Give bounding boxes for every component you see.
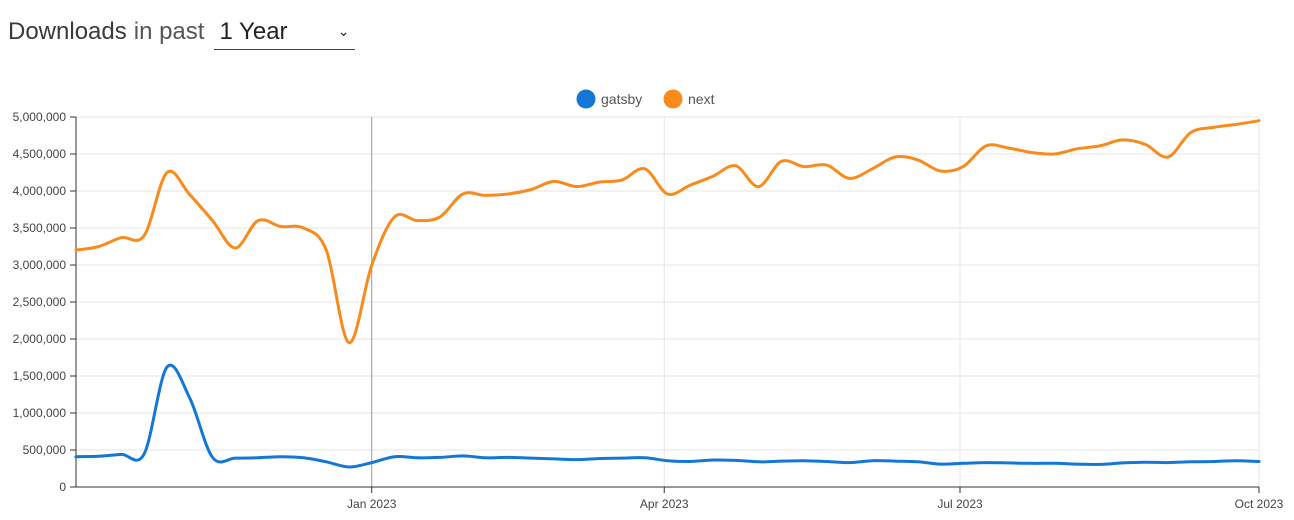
series-line-next: [74, 119, 1261, 345]
y-tick-label: 1,000,000: [13, 406, 67, 420]
legend-marker-next: [663, 89, 683, 109]
legend-marker-gatsby: [576, 89, 596, 109]
y-tick-label: 5,000,000: [13, 110, 67, 124]
legend-label-next: next: [688, 91, 715, 107]
y-tick-label: 2,500,000: [13, 295, 67, 309]
legend: gatsby next: [576, 89, 715, 109]
downloads-title: Downloads: [8, 18, 127, 45]
y-tick-label: 2,000,000: [13, 332, 67, 346]
y-tick-label: 500,000: [23, 443, 67, 457]
y-tick-label: 3,000,000: [13, 258, 67, 272]
period-select-value: 1 Year: [219, 17, 288, 45]
x-tick-label: Apr 2023: [640, 497, 689, 511]
series-line-gatsby: [74, 363, 1261, 469]
legend-label-gatsby: gatsby: [601, 91, 642, 107]
x-tick-label: Jan 2023: [347, 497, 397, 511]
series-lines: [74, 119, 1261, 469]
downloads-header: Downloads in past 1 Year ⌄: [8, 12, 356, 52]
chevron-down-icon: ⌄: [337, 23, 350, 39]
grid: [76, 116, 1260, 488]
y-tick-label: 4,500,000: [13, 147, 67, 161]
y-tick-label: 1,500,000: [13, 369, 67, 383]
y-tick-label: 0: [59, 480, 66, 494]
x-tick-label: Jul 2023: [937, 497, 983, 511]
axes: 0 500,000 1,000,000 1,500,000 2,000,000 2,500…: [13, 110, 1284, 511]
y-tick-label: 3,500,000: [13, 221, 67, 235]
period-select[interactable]: 1 Year ⌄: [214, 15, 356, 50]
y-tick-label: 4,000,000: [13, 184, 67, 198]
in-past-label: in past: [133, 18, 205, 45]
x-tick-label: Oct 2023: [1235, 497, 1284, 511]
